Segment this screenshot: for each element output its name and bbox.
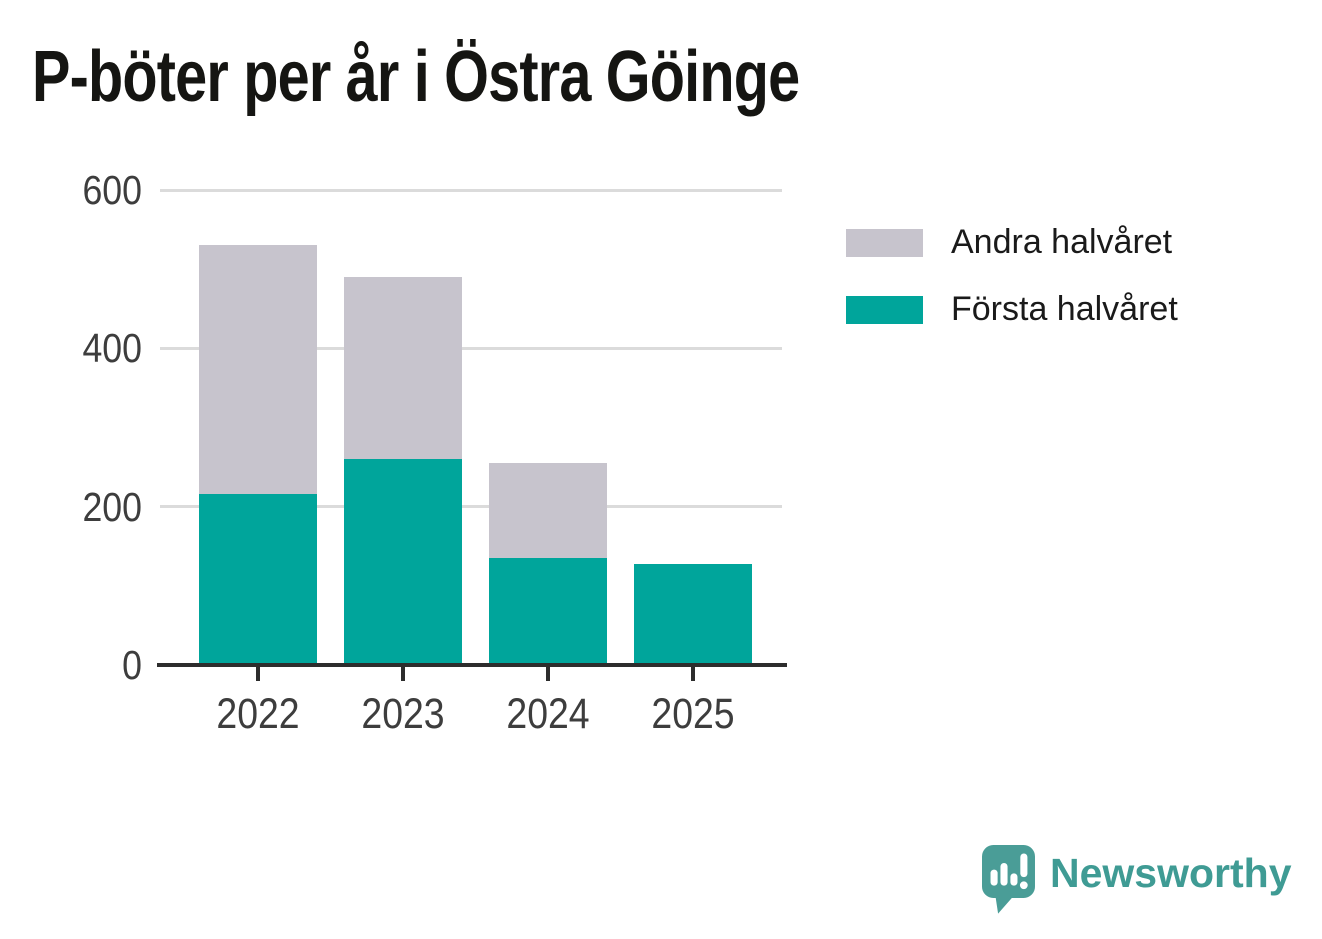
y-tick-label-400: 400 (82, 325, 142, 372)
x-axis-tick-2022 (256, 667, 260, 681)
gridline-600 (160, 188, 782, 192)
legend-item-forsta-halvaret: Första halvåret (846, 290, 1178, 329)
newsworthy-logo[interactable]: Newsworthy (982, 845, 1292, 915)
x-axis-tick-2023 (401, 667, 405, 681)
legend-item-andra-halvaret: Andra halvåret (846, 223, 1178, 262)
legend-swatch-forsta-halvaret (846, 295, 923, 324)
newsworthy-logo-icon (982, 845, 1035, 914)
bar-2024-forsta (489, 558, 607, 665)
x-tick-label-2022: 2022 (216, 690, 300, 738)
bar-2022-andra (199, 245, 317, 494)
gridline-400 (160, 346, 782, 350)
bar-2023-andra (344, 277, 462, 460)
x-tick-label-2023: 2023 (361, 690, 445, 738)
legend-label-forsta-halvaret: Första halvåret (951, 290, 1178, 328)
chart-title: P-böter per år i Östra Göinge (32, 37, 800, 117)
y-tick-label-600: 600 (82, 167, 142, 213)
bar-2023-forsta (344, 459, 462, 665)
bar-2025-forsta (634, 563, 752, 665)
y-tick-label-200: 200 (82, 483, 142, 530)
bar-2024-andra (489, 463, 607, 559)
bar-2022-forsta (199, 494, 317, 665)
legend-swatch-andra-halvaret (846, 228, 923, 257)
gridline-200 (160, 505, 782, 509)
x-tick-label-2024: 2024 (506, 690, 590, 738)
x-axis-tick-2024 (546, 667, 550, 681)
newsworthy-brand-text: Newsworthy (1050, 850, 1292, 896)
legend: Andra halvåret Första halvåret (846, 223, 1178, 357)
x-tick-label-2025: 2025 (651, 690, 735, 738)
x-axis-line (157, 663, 787, 667)
y-tick-label-0: 0 (122, 642, 142, 688)
x-axis-tick-2025 (691, 667, 695, 681)
legend-label-andra-halvaret: Andra halvåret (951, 223, 1173, 261)
